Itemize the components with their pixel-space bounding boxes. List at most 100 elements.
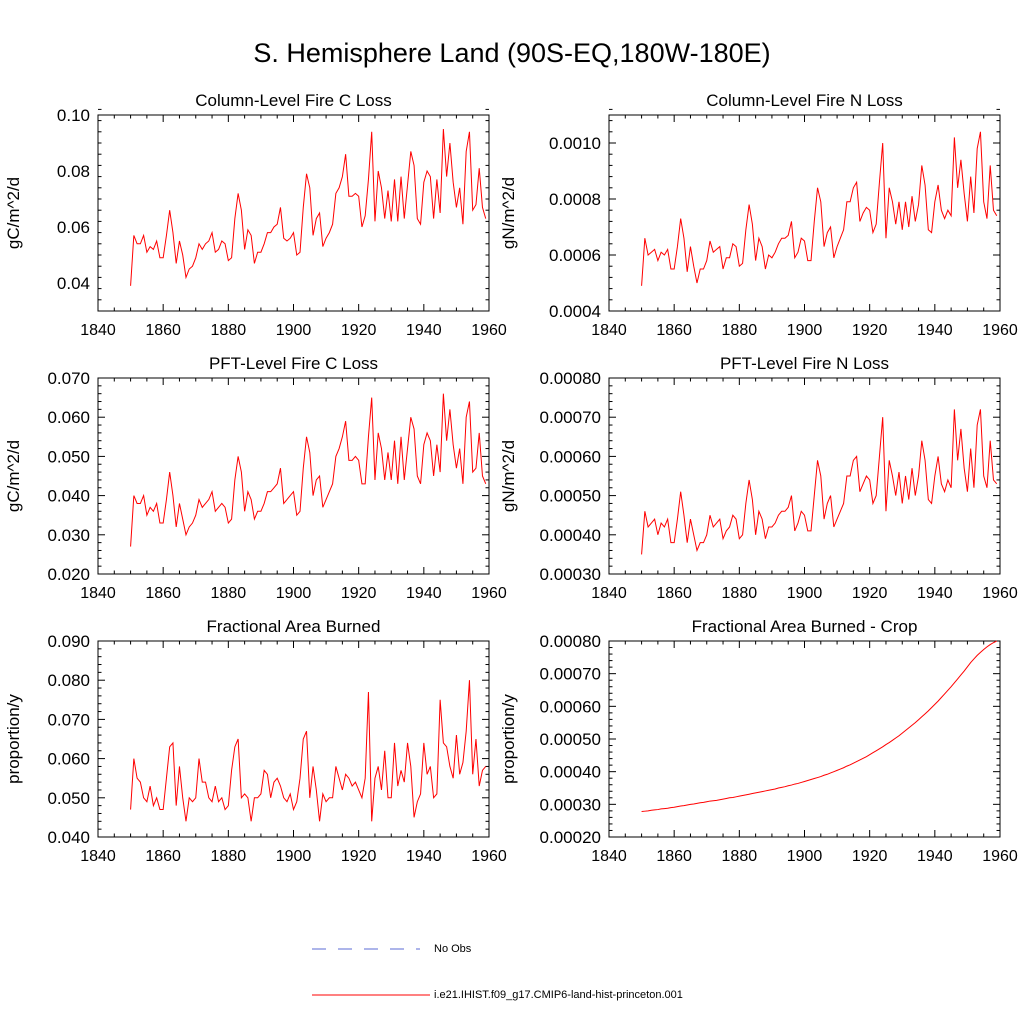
panel-6-x-tick-label: 1940 <box>917 848 953 865</box>
panel-5-y-tick-label: 0.060 <box>47 750 90 769</box>
panel-4-title: PFT-Level Fire N Loss <box>720 354 889 373</box>
panel-3-plot-frame <box>97 377 490 575</box>
panel-3-y-tick-label: 0.040 <box>47 487 90 506</box>
panel-2-y-axis-label: gN/m^2/d <box>499 177 518 249</box>
panel-5-series-line <box>130 680 487 822</box>
panel-4-x-tick-label: 1960 <box>982 585 1018 602</box>
panel-2-y-tick-label: 0.0004 <box>549 302 601 321</box>
panel-5-x-tick-label: 1880 <box>211 848 247 865</box>
panel-4-series-line <box>641 409 998 555</box>
panel-2-x-tick-label: 1880 <box>722 322 758 339</box>
panel-4-x-tick-label: 1860 <box>656 585 692 602</box>
panel-1-x-tick-label: 1920 <box>341 322 377 339</box>
panel-1-y-tick-label: 0.04 <box>57 274 90 293</box>
panel-3-x-tick-label: 1840 <box>80 585 116 602</box>
panel-2-y-tick-label: 0.0010 <box>549 134 601 153</box>
panel-6-title: Fractional Area Burned - Crop <box>692 617 918 636</box>
panel-6-x-tick-label: 1960 <box>982 848 1018 865</box>
panel-4-y-tick-label: 0.00080 <box>540 369 601 388</box>
figure-title: S. Hemisphere Land (90S-EQ,180W-180E) <box>253 38 771 68</box>
panel-5-y-tick-label: 0.090 <box>47 632 90 651</box>
panel-2-y-tick-label: 0.0006 <box>549 246 601 265</box>
panel-1-title: Column-Level Fire C Loss <box>195 91 392 110</box>
panel-1-y-tick-label: 0.06 <box>57 218 90 237</box>
panel-5-y-tick-label: 0.040 <box>47 828 90 847</box>
panel-6-y-tick-label: 0.00040 <box>540 763 601 782</box>
panel-2-title: Column-Level Fire N Loss <box>706 91 903 110</box>
panel-4-y-axis-label: gN/m^2/d <box>499 440 518 512</box>
panel-1-x-tick-label: 1840 <box>80 322 116 339</box>
panel-4-y-tick-label: 0.00030 <box>540 565 601 584</box>
panel-4-y-tick-label: 0.00050 <box>540 487 601 506</box>
panel-6-y-tick-label: 0.00080 <box>540 632 601 651</box>
panel-6-series-line <box>641 640 997 813</box>
panel-1-plot-frame <box>97 114 490 312</box>
panel-2-x-tick-label: 1920 <box>852 322 888 339</box>
panel-4-y-tick-label: 0.00060 <box>540 447 601 466</box>
panel-4-plot-frame <box>608 377 1001 575</box>
panel-4-x-tick-label: 1840 <box>591 585 627 602</box>
panel-5-y-tick-label: 0.070 <box>47 710 90 729</box>
panel-1-y-axis-label: gC/m^2/d <box>4 177 23 249</box>
panel-5-x-tick-label: 1840 <box>80 848 116 865</box>
panel-4-x-tick-label: 1920 <box>852 585 888 602</box>
panel-5-x-tick-label: 1960 <box>471 848 507 865</box>
panel-4-y-tick-label: 0.00070 <box>540 408 601 427</box>
panel-5-title: Fractional Area Burned <box>207 617 381 636</box>
legend-label-no-obs: No Obs <box>434 943 472 955</box>
panel-2-x-tick-label: 1900 <box>787 322 823 339</box>
panel-1-series-line <box>130 128 487 286</box>
panel-3-y-tick-label: 0.060 <box>47 408 90 427</box>
panel-3-y-axis-label: gC/m^2/d <box>4 440 23 512</box>
panel-3-y-tick-label: 0.030 <box>47 526 90 545</box>
panel-1-x-tick-label: 1900 <box>276 322 312 339</box>
panel-6-y-tick-label: 0.00060 <box>540 697 601 716</box>
panel-5-y-tick-label: 0.080 <box>47 671 90 690</box>
panel-3-x-tick-label: 1860 <box>145 585 181 602</box>
panel-2-series-line <box>641 131 998 286</box>
panel-6-y-tick-label: 0.00020 <box>540 828 601 847</box>
panel-6-y-tick-label: 0.00030 <box>540 795 601 814</box>
panel-1-x-tick-label: 1860 <box>145 322 181 339</box>
panel-5-x-tick-label: 1920 <box>341 848 377 865</box>
panel-3-y-tick-label: 0.070 <box>47 369 90 388</box>
panel-3-title: PFT-Level Fire C Loss <box>209 354 378 373</box>
panel-1-y-tick-label: 0.10 <box>57 106 90 125</box>
panel-6-y-tick-label: 0.00070 <box>540 665 601 684</box>
panel-6-y-axis-label: proportion/y <box>499 694 518 784</box>
panel-3-x-tick-label: 1920 <box>341 585 377 602</box>
panel-2-x-tick-label: 1860 <box>656 322 692 339</box>
panel-4-y-tick-label: 0.00040 <box>540 526 601 545</box>
panel-5-y-tick-label: 0.050 <box>47 789 90 808</box>
panel-2-plot-frame <box>608 114 1001 312</box>
panel-6-plot-frame <box>608 640 1001 838</box>
panel-3-x-tick-label: 1900 <box>276 585 312 602</box>
panel-1-x-tick-label: 1960 <box>471 322 507 339</box>
panel-4-x-tick-label: 1900 <box>787 585 823 602</box>
panel-1-y-tick-label: 0.08 <box>57 162 90 181</box>
panel-5-x-tick-label: 1860 <box>145 848 181 865</box>
panel-1-x-tick-label: 1880 <box>211 322 247 339</box>
panel-3-x-tick-label: 1960 <box>471 585 507 602</box>
panel-3-y-tick-label: 0.020 <box>47 565 90 584</box>
panel-3-x-tick-label: 1880 <box>211 585 247 602</box>
panel-6-x-tick-label: 1920 <box>852 848 888 865</box>
panel-6-x-tick-label: 1880 <box>722 848 758 865</box>
panel-2-x-tick-label: 1940 <box>917 322 953 339</box>
panel-6-x-tick-label: 1860 <box>656 848 692 865</box>
panel-6-x-tick-label: 1840 <box>591 848 627 865</box>
panel-6-y-tick-label: 0.00050 <box>540 730 601 749</box>
panel-3-x-tick-label: 1940 <box>406 585 442 602</box>
panel-5-x-tick-label: 1940 <box>406 848 442 865</box>
panel-2-y-tick-label: 0.0008 <box>549 190 601 209</box>
panel-2-x-tick-label: 1840 <box>591 322 627 339</box>
panel-6-x-tick-label: 1900 <box>787 848 823 865</box>
panel-3-y-tick-label: 0.050 <box>47 447 90 466</box>
panel-5-x-tick-label: 1900 <box>276 848 312 865</box>
panel-1-x-tick-label: 1940 <box>406 322 442 339</box>
panel-3-series-line <box>130 393 487 547</box>
panel-4-x-tick-label: 1880 <box>722 585 758 602</box>
legend-label-model-run: i.e21.IHIST.f09_g17.CMIP6-land-hist-prin… <box>434 989 683 1001</box>
panel-2-x-tick-label: 1960 <box>982 322 1018 339</box>
